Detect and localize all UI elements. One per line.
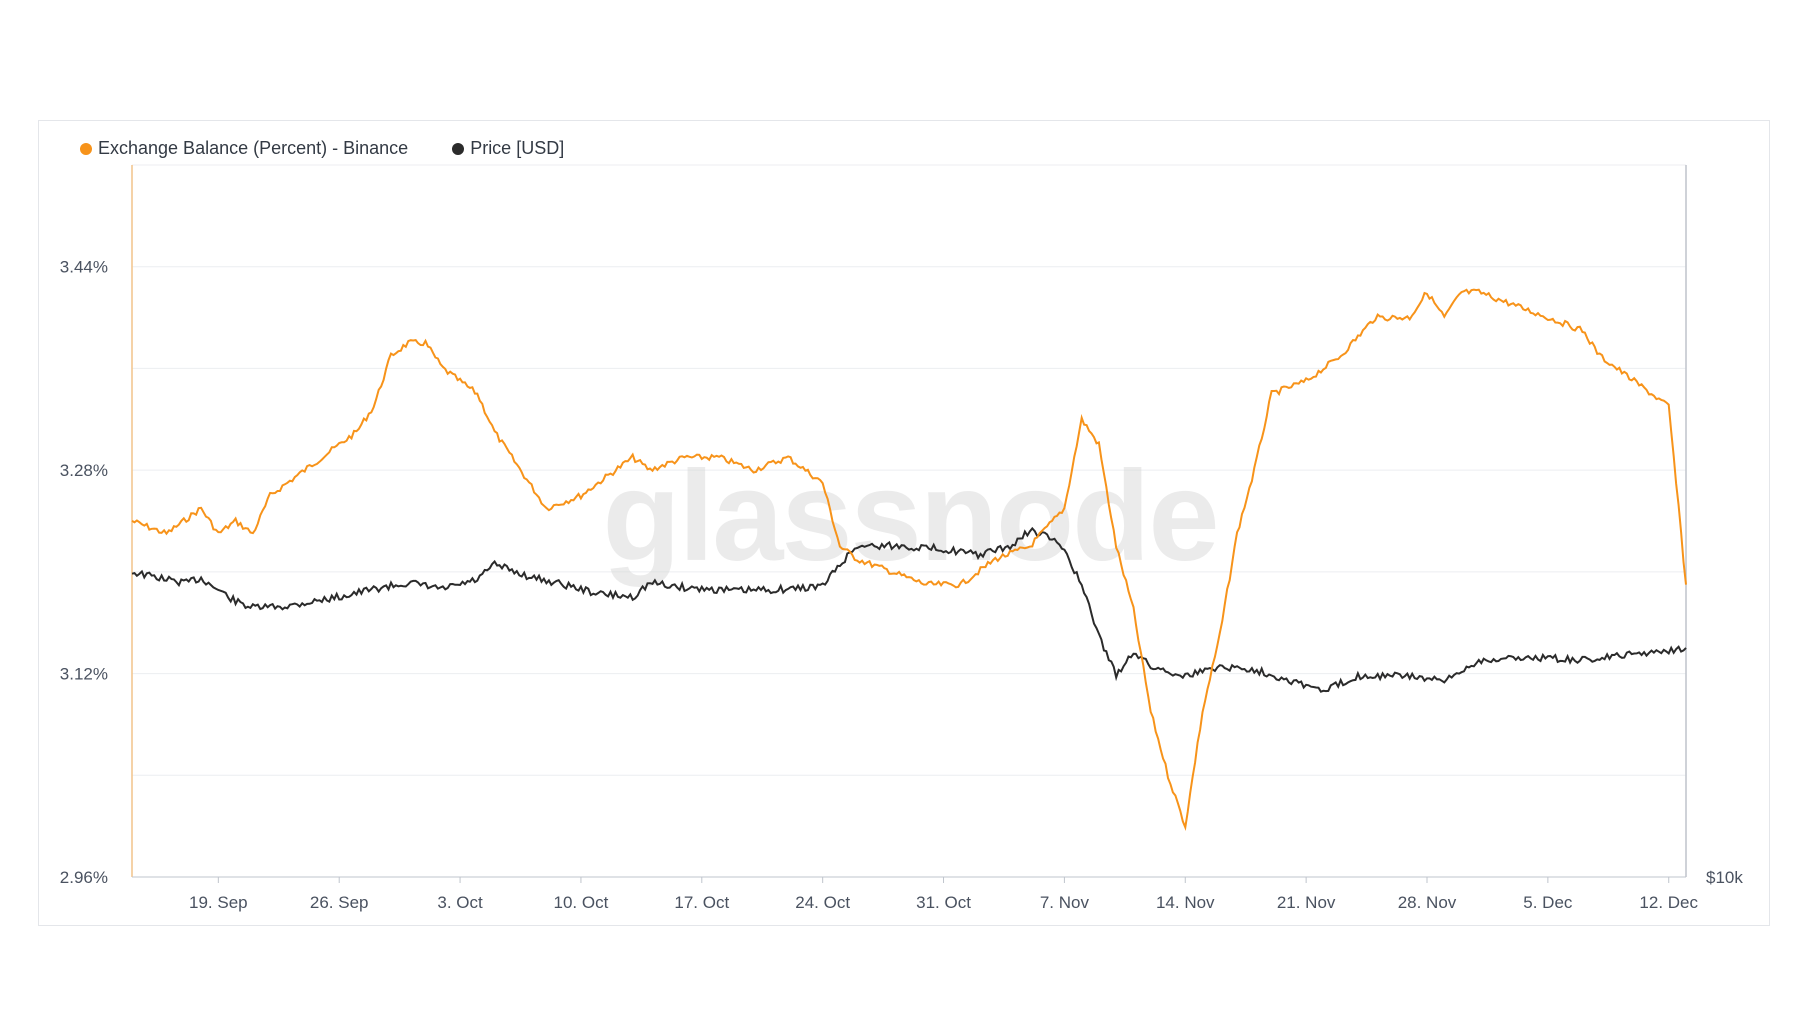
x-tick-label: 28. Nov xyxy=(1398,893,1457,912)
x-tick-label: 19. Sep xyxy=(189,893,248,912)
x-tick-label: 7. Nov xyxy=(1040,893,1090,912)
y-tick-label: 3.44% xyxy=(60,258,108,277)
series-line-balance xyxy=(131,288,1687,831)
y-tick-label: 3.28% xyxy=(60,461,108,480)
legend-item-balance[interactable]: Exchange Balance (Percent) - Binance xyxy=(80,138,408,159)
x-tick-label: 24. Oct xyxy=(795,893,850,912)
legend-label-price: Price [USD] xyxy=(470,138,565,158)
series-line-price xyxy=(131,526,1687,693)
chart-legend: Exchange Balance (Percent) - Binance Pri… xyxy=(80,138,564,159)
x-tick-label: 31. Oct xyxy=(916,893,971,912)
x-tick-label: 12. Dec xyxy=(1639,893,1698,912)
x-tick-label: 3. Oct xyxy=(437,893,483,912)
y-tick-label: 3.12% xyxy=(60,665,108,684)
x-tick-label: 17. Oct xyxy=(674,893,729,912)
chart-frame xyxy=(38,120,1770,926)
legend-label-balance: Exchange Balance (Percent) - Binance xyxy=(98,138,409,158)
legend-dot-price xyxy=(452,142,465,155)
x-tick-label: 14. Nov xyxy=(1156,893,1215,912)
watermark-text: glassnode xyxy=(602,445,1217,588)
x-tick-label: 26. Sep xyxy=(310,893,369,912)
legend-dot-balance xyxy=(80,142,92,155)
x-tick-label: 5. Dec xyxy=(1523,893,1573,912)
legend-item-price[interactable]: Price [USD] xyxy=(452,138,564,159)
x-tick-label: 10. Oct xyxy=(554,893,609,912)
y-right-tick-label: $10k xyxy=(1706,868,1743,887)
x-tick-label: 21. Nov xyxy=(1277,893,1336,912)
y-tick-label: 2.96% xyxy=(60,868,108,887)
